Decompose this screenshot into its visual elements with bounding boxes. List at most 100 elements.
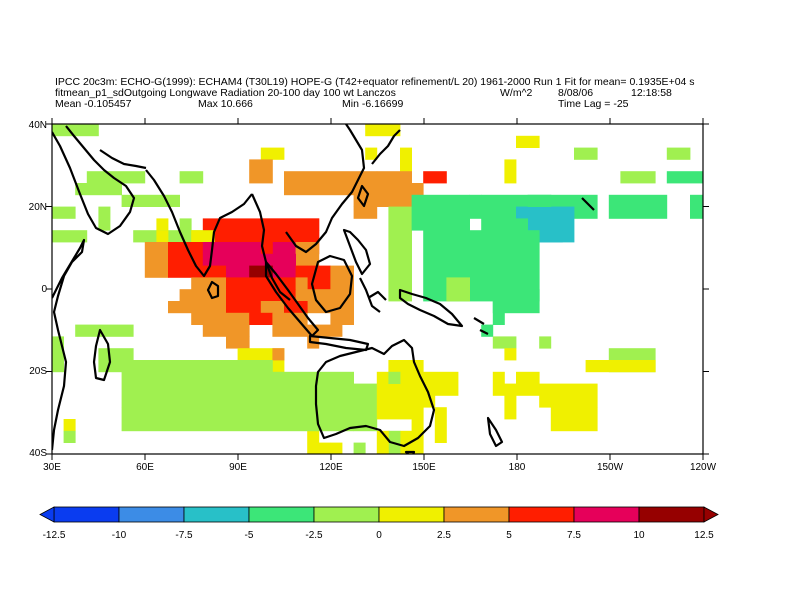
anomaly-cells [52, 124, 792, 454]
min-stat: Min -6.16699 [342, 98, 404, 110]
anomaly-cell [156, 218, 169, 231]
anomaly-cell [492, 336, 517, 349]
anomaly-cell [481, 218, 528, 231]
variable-name: fitmean_p1_sdOutgoing Longwave Radiation… [55, 87, 396, 99]
lon-label: 60E [136, 462, 154, 473]
anomaly-cell [52, 336, 64, 373]
color-bar-segment [443, 506, 510, 523]
lon-label: 120E [319, 462, 343, 473]
coast-solomons [473, 317, 489, 335]
coast-new-guinea [398, 288, 464, 328]
anomaly-cell [318, 442, 331, 454]
lat-label: 0 [41, 284, 47, 295]
anomaly-cell [260, 147, 285, 160]
anomaly-cell [226, 277, 262, 290]
coast-philippines [342, 228, 372, 276]
anomaly-cell [353, 383, 378, 432]
anomaly-cell [585, 360, 656, 373]
anomaly-cell [260, 218, 320, 231]
lat-label: 40S [29, 448, 47, 459]
units-label: W/m^2 [500, 87, 533, 99]
color-bar [39, 506, 719, 523]
lon-label: 90E [229, 462, 247, 473]
anomaly-cell [516, 135, 540, 148]
color-bar-segment [378, 506, 445, 523]
anomaly-cell [307, 430, 320, 454]
lat-label: 20N [29, 202, 47, 213]
coast-madagascar [92, 328, 112, 382]
anomaly-cell [249, 159, 273, 184]
longitude-labels: 30E 60E 90E 120E 150E 180 150W 120W [43, 462, 717, 473]
anomaly-cell [550, 407, 598, 432]
coast-arabia [52, 125, 136, 236]
anomaly-cell [295, 277, 308, 290]
coast-taiwan [356, 184, 370, 208]
color-bar-label: -7.5 [175, 530, 193, 541]
anomaly-cell [191, 230, 215, 243]
anomaly-cell [527, 194, 552, 207]
anomaly-cell [179, 289, 227, 302]
anomaly-cell [353, 206, 378, 219]
coast-hawaii [581, 197, 595, 211]
coast-east-africa [52, 238, 86, 451]
anomaly-cell [725, 207, 792, 243]
anomaly-cell [539, 383, 598, 408]
anomaly-cell [330, 265, 354, 290]
anomaly-cell [202, 312, 250, 337]
anomaly-cell [504, 348, 517, 361]
anomaly-cell [469, 194, 482, 219]
color-bar-label: -5 [245, 530, 254, 541]
anomaly-cell [713, 195, 725, 207]
max-stat: Max 10.666 [198, 98, 253, 110]
lat-label: 20S [29, 366, 47, 377]
lon-label: 120W [690, 462, 717, 473]
anomaly-cell [666, 171, 703, 184]
anomaly-cell [620, 171, 656, 184]
coast-india [145, 169, 253, 278]
color-bar-label: -12.5 [43, 530, 66, 541]
coast-iran [99, 149, 147, 170]
lon-label: 30E [43, 462, 61, 473]
anomaly-cell [52, 230, 88, 243]
anomaly-cell [121, 360, 273, 373]
anomaly-cell [411, 407, 424, 432]
anomaly-cell [492, 371, 505, 396]
date-label: 8/08/06 [558, 87, 594, 99]
color-bar-label: 5 [506, 530, 512, 541]
color-bar-high-arrow [703, 506, 719, 523]
color-bar-labels: -12.5 -10 -7.5 -5 -2.5 0 2.5 5 7.5 10 12.5 [43, 530, 715, 541]
color-bar-label: 2.5 [437, 530, 451, 541]
anomaly-cell [388, 206, 412, 302]
color-bar-label: -10 [112, 530, 127, 541]
anomaly-cell [608, 194, 668, 219]
color-bar-segment [508, 506, 575, 523]
color-bar-label: -2.5 [305, 530, 323, 541]
color-bar-segment [248, 506, 315, 523]
anomaly-cell [539, 230, 563, 243]
anomaly-cell [75, 183, 122, 196]
color-bar-label: 10 [633, 530, 645, 541]
anomaly-cell [121, 194, 180, 207]
anomaly-cell [63, 430, 76, 443]
anomaly-cell [574, 147, 598, 160]
anomaly-cell [411, 194, 470, 231]
anomaly-cell [226, 289, 296, 302]
coast-sri-lanka [206, 280, 220, 300]
anomaly-cell [492, 289, 540, 314]
anomaly-cell [272, 348, 285, 361]
anomaly-cell [179, 171, 204, 184]
anomaly-cell [388, 371, 401, 384]
anomaly-cell [690, 194, 703, 219]
anomaly-cell [226, 301, 262, 314]
anomaly-cell [249, 312, 273, 325]
anomaly-cell [284, 171, 378, 196]
anomaly-cell [63, 419, 76, 432]
coast-borneo [310, 254, 354, 314]
coast-sulawesi [359, 277, 387, 313]
anomaly-cell [481, 324, 494, 337]
color-bar-segment [573, 506, 640, 523]
anomaly-cell [237, 230, 320, 243]
color-bar-segment [313, 506, 380, 523]
anomaly-cell [666, 147, 691, 160]
